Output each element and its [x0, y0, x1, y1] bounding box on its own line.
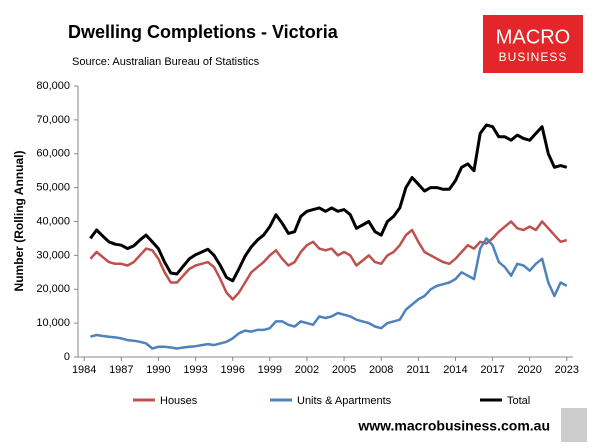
logo-icon [561, 408, 587, 442]
logo-text: BUSINESS [499, 50, 568, 64]
x-tick-label: 1999 [258, 364, 282, 376]
x-tick-label: 2020 [517, 364, 541, 376]
y-tick-label: 70,000 [36, 114, 70, 126]
line-series [89, 220, 568, 301]
logo-text: MACRO [496, 26, 570, 48]
chart-title: Dwelling Completions - Victoria [68, 22, 339, 42]
x-tick-label: 2002 [295, 364, 319, 376]
x-tick-label: 2017 [480, 364, 504, 376]
y-tick-label: 30,000 [36, 249, 70, 261]
y-tick-label: 10,000 [36, 317, 70, 329]
x-tick-label: 2011 [406, 364, 430, 376]
legend-label: Houses [160, 395, 198, 407]
y-tick-label: 60,000 [36, 148, 70, 160]
x-tick-label: 2008 [369, 364, 393, 376]
y-tick-label: 20,000 [36, 283, 70, 295]
x-tick-label: 2014 [443, 364, 467, 376]
x-tick-label: 1996 [220, 364, 244, 376]
logo-box [483, 15, 583, 73]
footer: www.macrobusiness.com.au [357, 418, 550, 434]
legend-label: Units & Apartments [297, 395, 392, 407]
x-tick-label: 1993 [183, 364, 207, 376]
y-tick-label: 50,000 [36, 182, 70, 194]
line-series [89, 123, 568, 283]
x-tick-label: 1984 [72, 364, 96, 376]
x-tick-label: 1987 [109, 364, 133, 376]
y-tick-label: 80,000 [36, 80, 70, 92]
x-tick-label: 2023 [555, 364, 579, 376]
y-tick-label: 40,000 [36, 215, 70, 227]
chart-subtitle: Source: Australian Bureau of Statistics [72, 56, 260, 68]
x-tick-label: 1990 [146, 364, 170, 376]
y-axis-label: Number (Rolling Annual) [12, 151, 26, 292]
y-tick-label: 0 [64, 351, 70, 363]
x-tick-label: 2005 [332, 364, 356, 376]
legend-label: Total [507, 395, 530, 407]
line-series [90, 237, 568, 350]
